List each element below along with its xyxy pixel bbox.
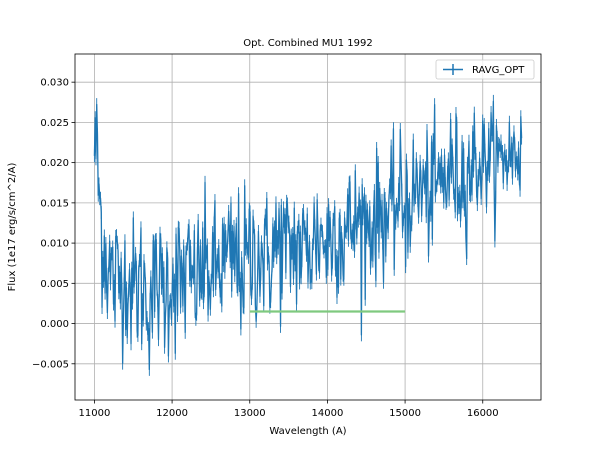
x-tick-label: 15000 [389, 408, 421, 419]
x-tick-label: 11000 [79, 408, 111, 419]
x-axis-label: Wavelength (A) [269, 426, 346, 437]
y-axis: −0.005 0.000 0.005 0.010 0.015 0.020 0.025 0.03… [32, 78, 75, 370]
x-tick-label: 12000 [156, 408, 188, 419]
y-tick-label: 0.015 [40, 198, 69, 209]
y-tick-label: 0.005 [40, 279, 69, 290]
y-tick-label: 0.020 [40, 158, 69, 169]
x-axis: 11000 12000 13000 14000 15000 16000 [79, 400, 499, 419]
x-tick-label: 13000 [234, 408, 266, 419]
series-line-ravg-opt [93, 100, 523, 371]
y-tick-label: 0.030 [40, 78, 69, 89]
y-tick-label: 0.025 [40, 118, 69, 129]
x-tick-label: 16000 [467, 408, 499, 419]
chart-title: Opt. Combined MU1 1992 [243, 38, 372, 49]
y-tick-label: 0.010 [40, 239, 69, 250]
y-tick-label: −0.005 [32, 359, 69, 370]
y-axis-label: Flux (1e17 erg/s/cm^2/A) [7, 163, 18, 292]
legend-label-ravg-opt: RAVG_OPT [472, 65, 525, 76]
axes-frame [74, 53, 542, 401]
legend: RAVG_OPT [435, 59, 535, 80]
plot-area [93, 94, 523, 376]
legend-box [435, 59, 535, 80]
x-tick-label: 14000 [312, 408, 344, 419]
y-tick-label: 0.000 [40, 319, 69, 330]
